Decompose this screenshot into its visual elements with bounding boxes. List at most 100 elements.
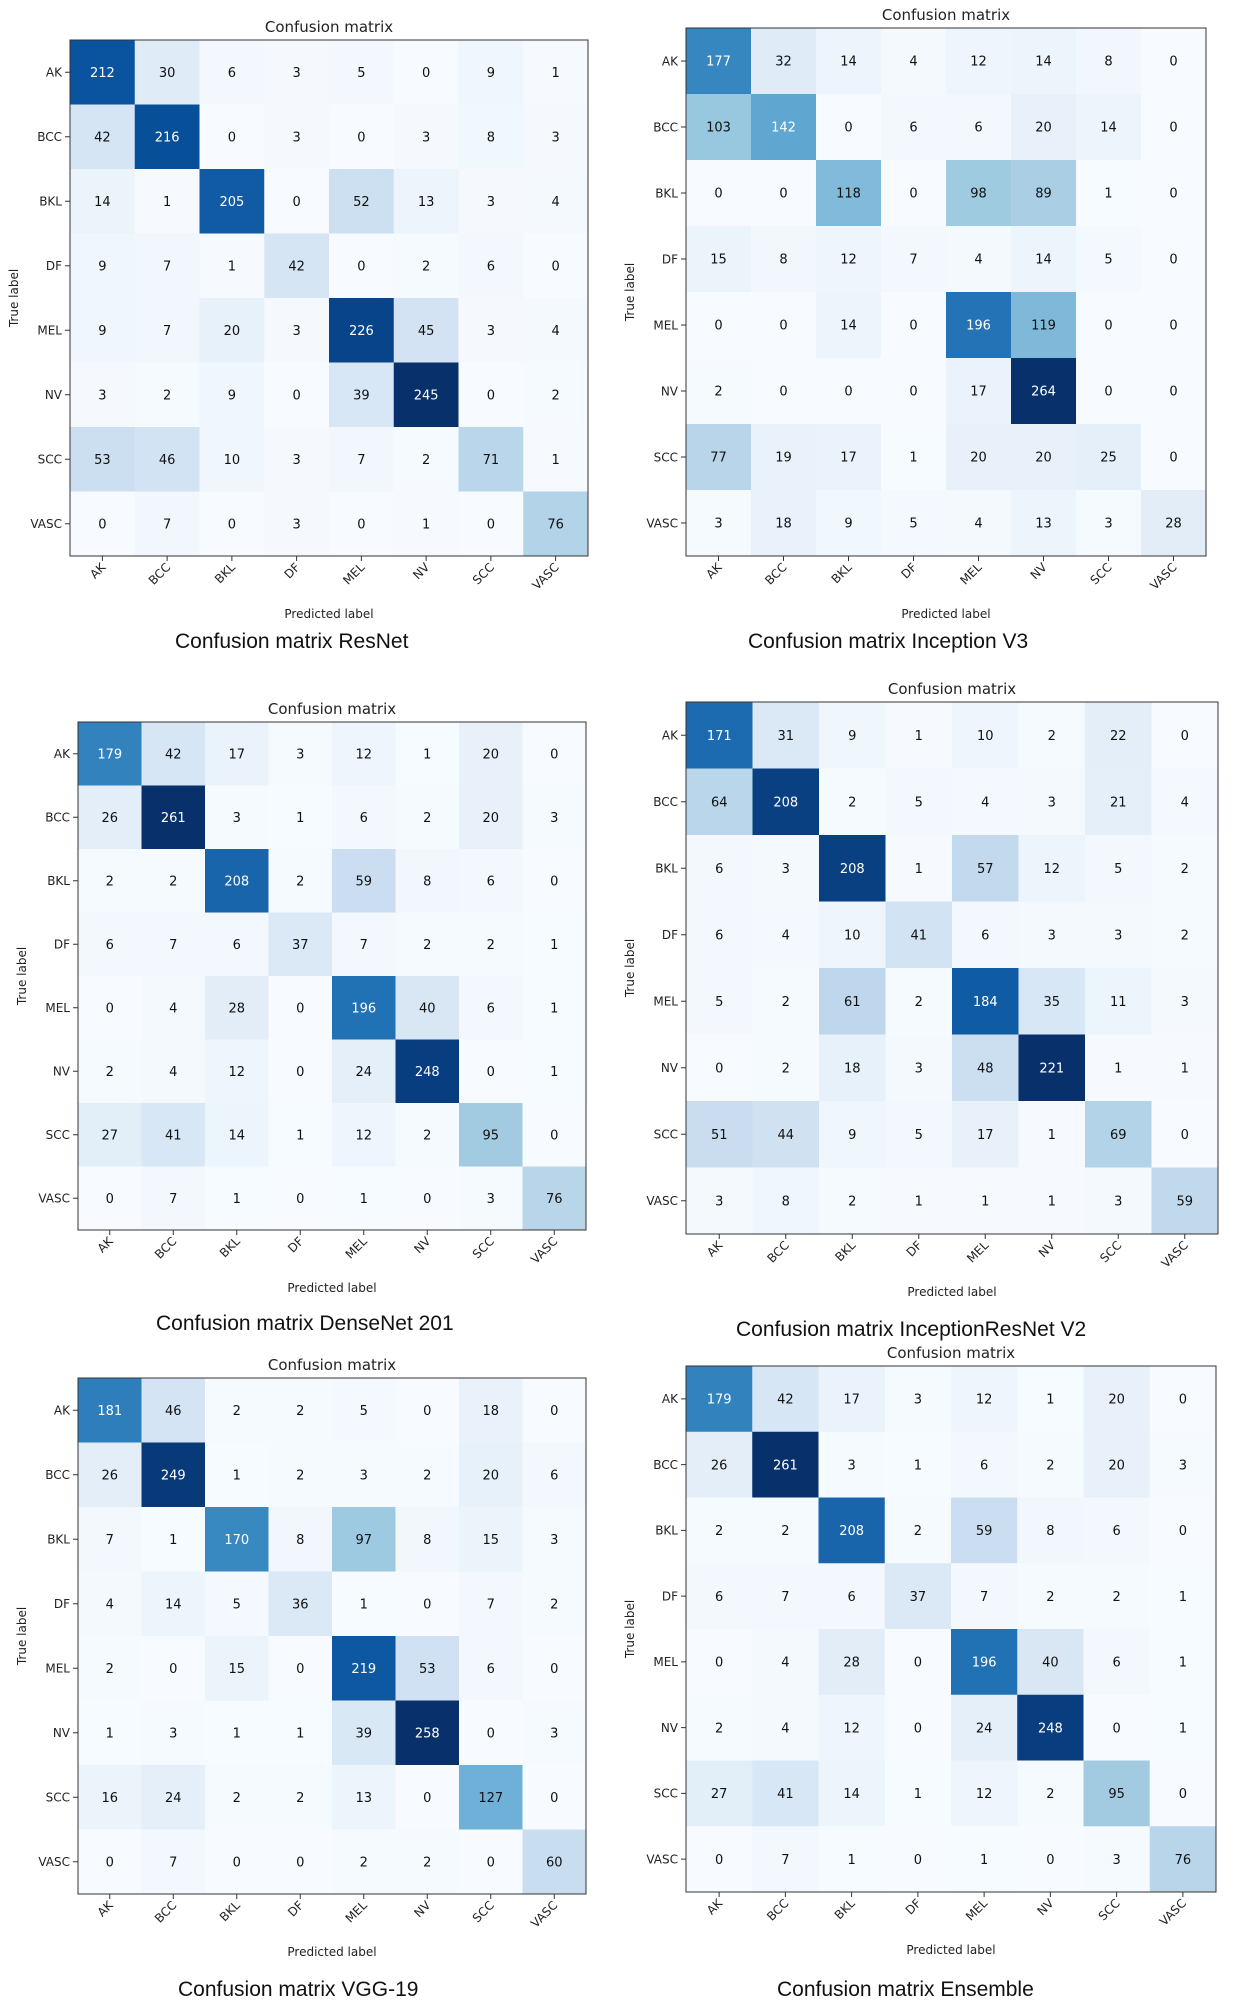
cell-ak-ak — [78, 1378, 142, 1443]
cell-df-df — [881, 226, 947, 293]
cell-scc-mel — [332, 1103, 396, 1167]
cell-label-bkl-bkl: 205 — [219, 195, 244, 210]
cell-bkl-ak — [686, 160, 752, 227]
cell-label-bkl-ak: 6 — [715, 862, 723, 877]
cell-mel-bcc — [751, 292, 817, 359]
cell-label-bkl-nv: 8 — [423, 874, 431, 889]
cell-bcc-mel — [952, 768, 1019, 836]
cell-label-scc-ak: 27 — [711, 1787, 728, 1802]
cell-label-bcc-bkl: 0 — [228, 130, 236, 145]
cell-vasc-bkl — [816, 490, 882, 557]
cell-label-bkl-scc: 5 — [1114, 862, 1122, 877]
cell-label-scc-ak: 53 — [94, 453, 111, 468]
x-tick-label-mel: MEL — [343, 1234, 371, 1262]
cell-scc-scc — [458, 427, 524, 492]
cell-label-nv-ak: 0 — [715, 1061, 723, 1076]
cell-label-scc-bkl: 2 — [233, 1791, 241, 1806]
cell-label-bkl-bcc: 1 — [169, 1533, 177, 1548]
cell-bkl-bkl — [205, 1507, 269, 1572]
cell-ak-ak — [686, 1366, 753, 1433]
cell-vasc-bcc — [141, 1829, 206, 1895]
cell-label-ak-scc: 20 — [1108, 1393, 1125, 1408]
cell-label-mel-mel: 196 — [966, 319, 991, 334]
cell-label-nv-scc: 0 — [487, 1065, 495, 1080]
cell-scc-ak — [686, 424, 752, 491]
cell-scc-ak — [78, 1765, 142, 1830]
cell-scc-nv — [1011, 424, 1077, 491]
cell-vasc-mel — [951, 1826, 1018, 1893]
cell-label-df-vasc: 2 — [1181, 928, 1189, 943]
cell-label-scc-vasc: 0 — [1181, 1128, 1189, 1143]
cell-label-scc-mel: 20 — [970, 451, 987, 466]
cell-vasc-nv — [1018, 1167, 1086, 1235]
cell-scc-mel — [329, 427, 395, 492]
cell-label-bkl-mel: 57 — [977, 862, 994, 877]
cell-mel-bkl — [818, 1629, 886, 1696]
cell-label-df-ak: 4 — [106, 1597, 114, 1612]
cell-label-mel-ak: 0 — [106, 1001, 114, 1016]
cell-bcc-bcc — [141, 1442, 206, 1508]
cell-bkl-mel — [946, 160, 1012, 227]
cell-label-mel-mel: 219 — [351, 1662, 376, 1677]
cell-bcc-mel — [951, 1431, 1018, 1498]
cell-df-df — [884, 1563, 952, 1630]
cell-label-vasc-nv: 1 — [422, 517, 430, 532]
cell-df-nv — [1011, 226, 1077, 293]
cell-bkl-nv — [1017, 1497, 1084, 1564]
cell-vasc-bkl — [819, 1167, 886, 1235]
cell-nv-nv — [393, 362, 459, 428]
cell-bcc-bcc — [752, 768, 820, 836]
y-tick-label-bcc: BCC — [45, 811, 70, 825]
cell-label-mel-vasc: 1 — [1179, 1656, 1187, 1671]
cell-label-df-scc: 2 — [487, 938, 495, 953]
cell-scc-ak — [686, 1760, 753, 1827]
cell-label-vasc-vasc: 76 — [1175, 1853, 1192, 1868]
cell-label-nv-bkl: 9 — [228, 388, 236, 403]
cell-label-mel-scc: 11 — [1110, 995, 1127, 1010]
cell-scc-bcc — [134, 427, 200, 492]
cell-scc-bcc — [752, 1760, 819, 1827]
cell-label-vasc-bcc: 18 — [775, 517, 792, 532]
x-tick-label-bcc: BCC — [762, 560, 789, 587]
cell-bkl-scc — [1083, 1497, 1151, 1564]
cell-nv-scc — [459, 1039, 523, 1104]
cell-bcc-bcc — [751, 94, 817, 161]
cell-mel-scc — [1083, 1629, 1151, 1696]
cell-label-ak-vasc: 0 — [550, 1404, 558, 1419]
cell-label-vasc-bkl: 0 — [228, 517, 236, 532]
cell-label-bcc-bkl: 3 — [847, 1458, 855, 1473]
cell-df-scc — [1085, 901, 1152, 969]
cell-label-ak-bcc: 31 — [777, 729, 794, 744]
cell-label-scc-nv: 2 — [1046, 1787, 1054, 1802]
cell-label-bkl-nv: 13 — [418, 195, 435, 210]
cell-label-vasc-ak: 0 — [106, 1855, 114, 1870]
cell-label-ak-bcc: 42 — [777, 1393, 794, 1408]
cell-bkl-scc — [458, 169, 524, 234]
cell-label-ak-df: 2 — [296, 1404, 304, 1419]
cell-df-ak — [686, 226, 752, 293]
cell-mel-bcc — [752, 968, 820, 1035]
cell-label-nv-df: 0 — [296, 1065, 304, 1080]
y-tick-label-bcc: BCC — [653, 1458, 678, 1472]
cell-label-scc-bkl: 14 — [843, 1787, 860, 1802]
cell-label-bcc-df: 3 — [292, 130, 300, 145]
cell-bcc-nv — [1011, 94, 1077, 161]
cell-ak-bkl — [199, 40, 265, 105]
cell-label-scc-ak: 77 — [710, 451, 727, 466]
cell-mel-vasc — [522, 976, 587, 1040]
cell-label-nv-scc: 0 — [487, 1726, 495, 1741]
cell-df-df — [268, 1571, 333, 1637]
cell-label-bcc-bcc: 208 — [773, 795, 798, 810]
cell-vasc-ak — [70, 491, 136, 557]
cell-nv-bcc — [141, 1700, 206, 1766]
cell-label-bcc-ak: 103 — [706, 121, 731, 136]
y-tick-label-ak: AK — [662, 54, 679, 68]
cell-label-nv-bkl: 0 — [844, 385, 852, 400]
x-tick-label-df: DF — [281, 560, 302, 581]
cell-label-nv-ak: 1 — [106, 1726, 114, 1741]
cell-scc-nv — [1018, 1101, 1086, 1168]
cell-ak-bcc — [752, 702, 820, 769]
cell-bkl-bcc — [752, 835, 820, 902]
cell-label-scc-bkl: 10 — [224, 453, 241, 468]
cell-scc-scc — [459, 1103, 523, 1167]
